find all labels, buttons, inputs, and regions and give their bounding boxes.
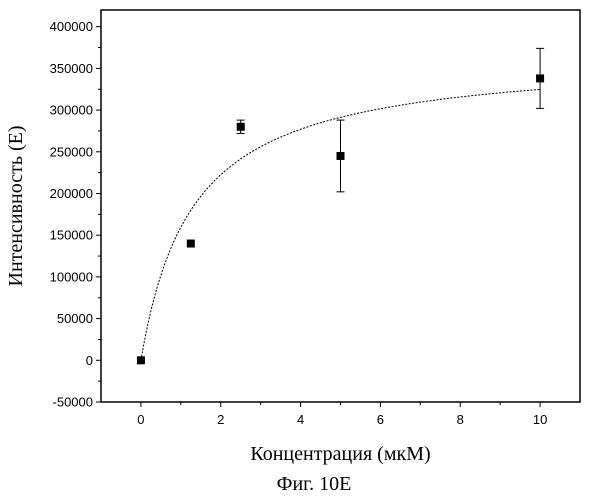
x-tick-label: 4 <box>297 412 304 427</box>
x-tick-label: 6 <box>377 412 384 427</box>
y-tick-label: 350000 <box>50 61 93 76</box>
data-point <box>187 240 195 248</box>
data-point <box>536 74 544 82</box>
y-tick-label: 200000 <box>50 186 93 201</box>
y-tick-label: 50000 <box>57 311 93 326</box>
y-tick-label: 400000 <box>50 19 93 34</box>
y-tick-label: -50000 <box>53 395 93 410</box>
x-tick-label: 10 <box>533 412 547 427</box>
y-tick-label: 0 <box>86 353 93 368</box>
error-bars <box>237 48 544 191</box>
y-axis-title: Интенсивность (E) <box>5 126 27 287</box>
figure-caption: Фиг. 10E <box>277 473 352 495</box>
y-tick-label: 100000 <box>50 269 93 284</box>
data-point <box>337 152 345 160</box>
y-axis-ticks: -50000 0 50000 100000 150000 200000 250000 3000… <box>50 19 101 409</box>
plot-frame <box>101 10 580 402</box>
x-tick-label: 2 <box>217 412 224 427</box>
x-tick-label: 8 <box>457 412 464 427</box>
x-axis-ticks: 0 2 4 6 8 10 <box>137 402 547 427</box>
y-tick-label: 300000 <box>50 103 93 118</box>
data-point <box>137 356 145 364</box>
x-tick-label: 0 <box>137 412 144 427</box>
y-tick-label: 250000 <box>50 144 93 159</box>
x-axis-title: Концентрация (мкМ) <box>250 443 430 465</box>
data-point <box>237 123 245 131</box>
y-tick-label: 150000 <box>50 228 93 243</box>
